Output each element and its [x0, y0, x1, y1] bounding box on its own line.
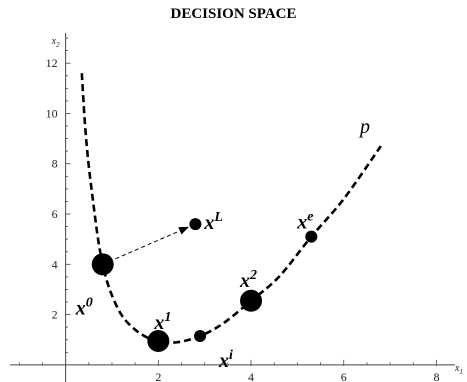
point-xL: [189, 218, 202, 231]
label-x2: x2: [239, 268, 257, 292]
x-tick-label: 8: [433, 370, 439, 382]
x-tick-label: 2: [155, 370, 161, 382]
y-tick-label: 10: [46, 106, 58, 120]
arrow-line: [102, 226, 189, 265]
y-tick-label: 6: [52, 207, 58, 221]
curve-p-path: [80, 73, 382, 344]
point-xe: [305, 230, 318, 243]
y-tick-label: 4: [52, 257, 58, 271]
points: [91, 218, 318, 352]
chart-title: DECISION SPACE: [170, 6, 297, 22]
y-axis-name: x2: [51, 36, 60, 49]
axes: 2 4 6 8 2 4 6 8 10 12 x1 x2: [10, 33, 463, 382]
curve-label-p: p: [358, 116, 370, 138]
y-tick-label: 8: [52, 157, 58, 171]
x-tick-label: 6: [341, 370, 347, 382]
point-xi: [194, 329, 207, 342]
x-axis-name: x1: [454, 363, 463, 376]
point-x0: [91, 253, 114, 276]
y-tick-label: 2: [52, 308, 58, 322]
point-x2: [240, 289, 263, 312]
point-x1: [147, 330, 170, 352]
y-tick-label: 12: [46, 56, 58, 70]
label-xi: xi: [218, 348, 233, 372]
label-xe: xe: [296, 210, 313, 234]
label-x0: x0: [75, 295, 93, 319]
label-xL: xL: [203, 210, 223, 234]
curve-p: [80, 73, 382, 344]
label-x1: x1: [153, 310, 171, 334]
labels: x0 x1 xi x2 xe xL p: [75, 116, 370, 372]
x-tick-label: 4: [248, 370, 254, 382]
arrow-x0-to-xL: [102, 226, 189, 265]
